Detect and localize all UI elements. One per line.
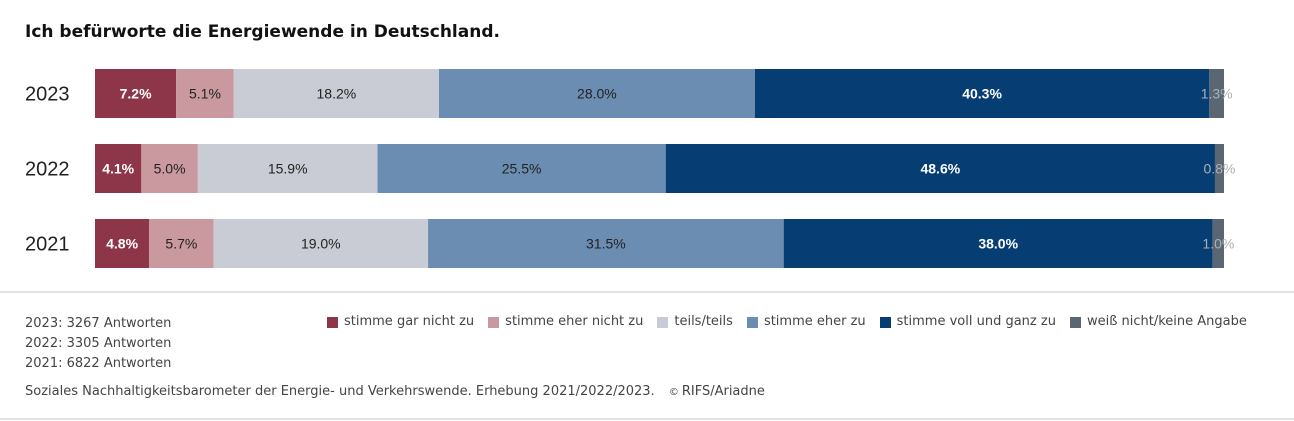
legend-label: stimme gar nicht zu — [344, 314, 475, 329]
data-label: 48.6% — [920, 161, 960, 177]
copyright-text: RIFS/Ariadne — [681, 384, 765, 399]
data-label: 4.8% — [106, 236, 138, 252]
legend-swatch — [327, 316, 338, 328]
data-label: 0.8% — [1204, 161, 1236, 177]
data-label: 5.1% — [189, 86, 221, 102]
legend-item-stimme-voll-und-ganz-zu: stimme voll und ganz zu — [879, 314, 1056, 330]
bar-segment — [1214, 144, 1224, 193]
data-label: 25.5% — [502, 161, 542, 177]
data-label: 38.0% — [978, 236, 1018, 252]
count-2021: 2021: 6822 Antworten — [25, 356, 172, 371]
legend-label: stimme voll und ganz zu — [896, 314, 1056, 329]
count-2023: 2023: 3267 Antworten — [25, 316, 172, 331]
bar-segment — [783, 219, 1213, 268]
copyright-icon: © — [668, 387, 679, 398]
data-label: 15.9% — [268, 161, 308, 177]
source-text: Soziales Nachhaltigkeitsbarometer der En… — [25, 384, 655, 399]
stacked-bar-chart: 2023 7.2% 5.1% 18.2% 28.0% 40.3% 1.3% 2022 4.1% 5… — [25, 69, 1236, 268]
bar-segment — [1209, 69, 1224, 118]
data-label: 5.0% — [154, 161, 186, 177]
bar-segment — [149, 219, 214, 268]
chart-title: Ich befürworte die Energiewende in Deuts… — [25, 22, 500, 42]
bar-segment — [1212, 219, 1224, 268]
bar-segment — [95, 219, 150, 268]
legend-swatch — [657, 316, 669, 328]
legend-label: weiß nicht/keine Angabe — [1086, 314, 1247, 329]
legend-swatch — [879, 316, 891, 328]
bar-segment — [213, 219, 429, 268]
bar-segment — [233, 69, 439, 118]
legend-label: teils/teils — [674, 314, 733, 329]
data-label: 1.0% — [1202, 236, 1234, 252]
legend-item-stimme-eher-zu: stimme eher zu — [746, 314, 866, 330]
data-label: 31.5% — [586, 236, 626, 252]
bar-segment — [176, 69, 234, 118]
legend-label: stimme eher zu — [763, 314, 866, 329]
response-counts: 2023: 3267 Antworten 2022: 3305 Antworte… — [25, 314, 171, 374]
y-tick-label: 2023 — [25, 84, 70, 106]
y-tick-label: 2021 — [25, 234, 70, 256]
legend: stimme gar nicht zu stimme eher nicht zu… — [327, 314, 1247, 330]
bar-segment — [95, 69, 177, 118]
legend-swatch — [1069, 316, 1081, 328]
divider-top — [0, 291, 1294, 293]
data-label: 5.7% — [165, 236, 197, 252]
legend-item-stimme-eher-nicht-zu: stimme eher nicht zu — [488, 314, 643, 330]
data-label: 18.2% — [317, 86, 357, 102]
bar-segment — [141, 144, 198, 193]
legend-item-weiss-nicht-keine-angabe: weiß nicht/keine Angabe — [1069, 314, 1247, 330]
bar-segment — [754, 69, 1210, 118]
data-label: 40.3% — [962, 86, 1002, 102]
source-note: Soziales Nachhaltigkeitsbarometer der En… — [25, 384, 765, 399]
data-label: 1.3% — [1201, 86, 1233, 102]
data-label: 28.0% — [577, 86, 617, 102]
bar-segment — [439, 69, 755, 118]
bar-segment — [197, 144, 378, 193]
legend-item-teils-teils: teils/teils — [657, 314, 733, 330]
bar-segment — [377, 144, 666, 193]
data-label: 4.1% — [102, 161, 134, 177]
data-label: 7.2% — [120, 86, 152, 102]
divider-bottom — [0, 418, 1294, 420]
legend-swatch — [488, 316, 500, 328]
y-tick-label: 2022 — [25, 159, 70, 181]
legend-item-stimme-gar-nicht-zu: stimme gar nicht zu — [327, 314, 474, 330]
legend-label: stimme eher nicht zu — [505, 314, 644, 329]
count-2022: 2022: 3305 Antworten — [25, 336, 172, 351]
bar-segment — [428, 219, 784, 268]
data-label: 19.0% — [301, 236, 341, 252]
legend-swatch — [746, 316, 758, 328]
bar-segment — [665, 144, 1215, 193]
bar-segment — [95, 144, 142, 193]
